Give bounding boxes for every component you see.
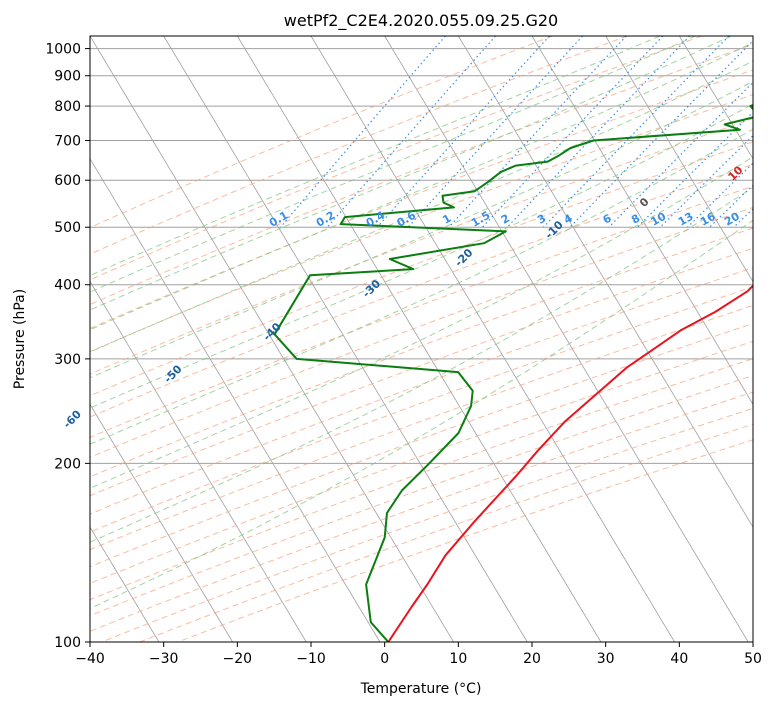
grid-layer — [0, 36, 775, 642]
mixing-ratio-line — [376, 36, 550, 228]
isotherm-line — [752, 36, 753, 37]
dry-adiabat-line — [90, 267, 753, 515]
moist-adiabat-line — [90, 42, 753, 331]
mixing-ratio-line — [448, 36, 627, 228]
dry-adiabat-line — [139, 423, 753, 642]
y-tick-label: 600 — [54, 173, 81, 189]
x-tick-label: 40 — [670, 651, 688, 667]
mixing-ratio-line — [659, 134, 753, 228]
moist-adiabat-line — [90, 36, 661, 277]
mixing-ratio-line — [569, 39, 753, 228]
x-tick-label: 0 — [380, 651, 389, 667]
dry-adiabat-line — [90, 43, 753, 306]
dry-adiabat-line — [90, 375, 753, 617]
x-tick-label: −40 — [75, 651, 105, 667]
dry-adiabat-line — [90, 323, 753, 568]
mixing-ratio-label: 4 — [562, 211, 575, 226]
y-axis-title: Pressure (hPa) — [12, 289, 28, 389]
y-tick-label: 800 — [54, 99, 81, 115]
dry-adiabat-line — [90, 358, 753, 601]
isotherm-label: -30 — [360, 277, 383, 300]
isotherm-label: 0 — [637, 195, 652, 210]
mixing-ratio-label: 20 — [722, 210, 742, 229]
mixing-ratio-label: 10 — [648, 210, 668, 229]
dry-adiabat-line — [90, 304, 753, 551]
mixing-ratio-label: 16 — [698, 210, 718, 229]
x-tick-label: −20 — [223, 651, 253, 667]
mixing-ratio-line — [759, 36, 775, 227]
isotherm-label: -60 — [61, 407, 84, 430]
mixing-ratio-line — [407, 36, 584, 228]
dry-adiabat-line — [90, 69, 753, 330]
tick-layer: −40 −30 −20 −10 0 10 20 30 40 5010020030040050060… — [45, 42, 762, 667]
dry-adiabat-line — [90, 94, 753, 353]
dry-adiabat-line — [90, 36, 628, 255]
isotherm-line — [678, 36, 753, 160]
isotherm-line — [90, 36, 454, 642]
dry-adiabat-line — [90, 36, 702, 281]
temperature-profile-line — [387, 284, 753, 642]
x-tick-label: 10 — [449, 651, 467, 667]
moist-adiabat-line — [90, 36, 696, 293]
chart-title: wetPf2_C2E4.2020.055.09.25.G20 — [284, 11, 558, 31]
plot-frame — [89, 35, 754, 643]
moist-adiabat-line — [90, 36, 732, 311]
x-tick-label: −10 — [296, 651, 326, 667]
isotherm-line — [236, 36, 602, 642]
y-tick-label: 900 — [54, 69, 81, 85]
x-tick-label: 20 — [523, 651, 541, 667]
y-tick-label: 100 — [54, 635, 81, 651]
y-tick-label: 700 — [54, 133, 81, 149]
isotherm-line — [163, 36, 528, 642]
mixing-ratio-line — [506, 36, 691, 228]
mixing-ratio-line — [279, 36, 446, 228]
y-tick-label: 400 — [54, 278, 81, 294]
isotherm-line — [0, 36, 12, 642]
y-tick-label: 200 — [54, 456, 81, 472]
x-tick-label: 50 — [744, 651, 762, 667]
dry-adiabat-line — [90, 247, 753, 497]
isotherm-line — [605, 36, 753, 283]
mixing-ratio-line — [608, 81, 753, 228]
x-tick-label: 30 — [597, 651, 615, 667]
isotherm-line — [90, 280, 307, 642]
dry-adiabat-line — [90, 206, 753, 458]
y-tick-label: 1000 — [45, 42, 81, 58]
mixing-ratio-label: 2 — [499, 212, 512, 227]
moist-adiabat-line — [90, 103, 753, 409]
isotherm-label: -50 — [161, 362, 184, 385]
x-axis-title: Temperature (°C) — [360, 681, 482, 697]
mixing-ratio-label: 0.1 — [267, 209, 290, 230]
isotherm-line — [90, 526, 160, 642]
moist-adiabat-line — [90, 60, 753, 353]
moist-adiabat-line — [90, 186, 753, 543]
mixing-ratio-line — [326, 36, 497, 228]
y-tick-label: 500 — [54, 220, 81, 236]
series-layer — [273, 103, 753, 642]
isotherm-line — [384, 36, 749, 642]
dry-adiabat-line — [90, 185, 753, 438]
isotherm-line — [457, 36, 753, 528]
mixing-ratio-label: 8 — [629, 212, 642, 227]
y-tick-label: 300 — [54, 352, 81, 368]
moist-adiabat-line — [90, 156, 753, 489]
label-layer: 0.10.20.40.611.52346810131620-100-90-80-… — [61, 163, 746, 431]
isotherm-line — [90, 158, 381, 642]
dry-adiabat-line — [90, 36, 553, 229]
dewpoint-profile-line — [273, 103, 753, 642]
moist-adiabat-line — [90, 219, 753, 609]
mixing-ratio-line — [481, 36, 664, 228]
x-tick-label: −30 — [149, 651, 179, 667]
mixing-ratio-label: 1.5 — [469, 209, 492, 230]
isotherm-line — [90, 403, 233, 642]
